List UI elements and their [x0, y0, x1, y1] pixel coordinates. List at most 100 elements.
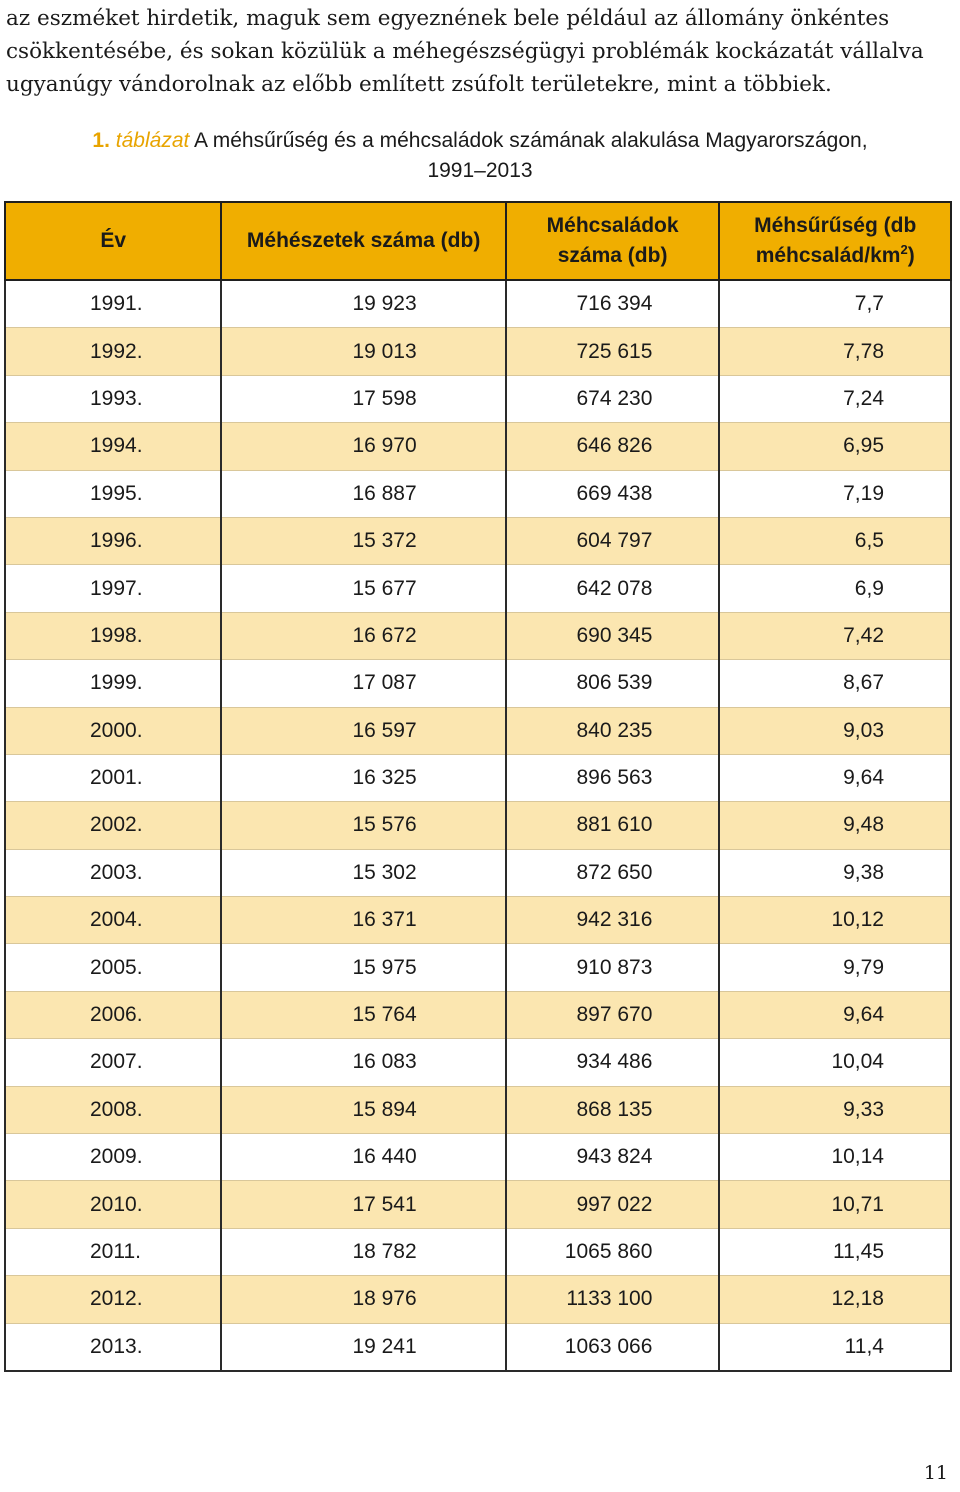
cell-year: 1993. — [3, 374, 223, 423]
cell-year: 2005. — [3, 943, 223, 992]
cell-density: 6,95 — [718, 422, 952, 471]
cell-colonies: 943 824 — [504, 1133, 721, 1181]
table-row: 2006. 15 764 897 670 9,64 — [3, 990, 952, 1039]
cell-year: 2008. — [3, 1085, 223, 1134]
cell-colonies: 1065 860 — [504, 1227, 721, 1276]
cell-apiaries: 16 371 — [220, 896, 507, 944]
table-row: 1997. 15 677 642 078 6,9 — [3, 564, 952, 613]
cell-density: 6,5 — [718, 516, 952, 565]
cell-year: 1998. — [3, 611, 223, 660]
cell-colonies: 997 022 — [504, 1180, 721, 1229]
cell-apiaries: 15 372 — [220, 516, 507, 565]
cell-density: 9,64 — [718, 753, 952, 802]
cell-density: 9,33 — [718, 1085, 952, 1134]
cell-apiaries: 19 013 — [220, 327, 507, 376]
table-row: 2002. 15 576 881 610 9,48 — [3, 801, 952, 850]
cell-colonies: 646 826 — [504, 422, 721, 471]
cell-apiaries: 16 325 — [220, 753, 507, 802]
cell-density: 10,71 — [718, 1180, 952, 1229]
cell-year: 1995. — [3, 469, 223, 518]
cell-colonies: 1133 100 — [504, 1275, 721, 1324]
table-row: 1993. 17 598 674 230 7,24 — [3, 374, 952, 423]
table-row: 2007. 16 083 934 486 10,04 — [3, 1038, 952, 1087]
cell-colonies: 872 650 — [504, 848, 721, 897]
intro-line: ugyanúgy vándorolnak az előbb említett z… — [6, 72, 832, 97]
beekeeping-table: Év Méhészetek száma (db) Méhcsaládok szá… — [3, 201, 952, 1372]
cell-apiaries: 17 087 — [220, 659, 507, 708]
cell-density: 10,14 — [718, 1133, 952, 1181]
cell-apiaries: 18 782 — [220, 1227, 507, 1276]
cell-year: 2003. — [3, 848, 223, 897]
cell-year: 2012. — [3, 1275, 223, 1324]
cell-year: 2000. — [3, 706, 223, 755]
cell-apiaries: 16 083 — [220, 1038, 507, 1087]
cell-year: 2011. — [3, 1227, 223, 1276]
cell-apiaries: 15 894 — [220, 1085, 507, 1134]
cell-apiaries: 17 541 — [220, 1180, 507, 1229]
table-caption: 1. táblázat A méhsűrűség és a méhcsaládo… — [20, 126, 940, 186]
cell-year: 2006. — [3, 990, 223, 1039]
cell-density: 7,42 — [718, 611, 952, 660]
cell-density: 11,4 — [718, 1322, 952, 1372]
header-density-sup: 2 — [900, 242, 908, 257]
table-row: 2005. 15 975 910 873 9,79 — [3, 943, 952, 992]
cell-colonies: 934 486 — [504, 1038, 721, 1087]
table-row: 2001. 16 325 896 563 9,64 — [3, 753, 952, 802]
cell-year: 1997. — [3, 564, 223, 613]
cell-density: 9,79 — [718, 943, 952, 992]
header-year: Év — [3, 201, 223, 281]
cell-colonies: 642 078 — [504, 564, 721, 613]
cell-year: 2004. — [3, 896, 223, 944]
cell-apiaries: 15 764 — [220, 990, 507, 1039]
table-row: 1991. 19 923 716 394 7,7 — [3, 279, 952, 328]
table-body: 1991. 19 923 716 394 7,7 1992. 19 013 725 615 7… — [3, 279, 952, 1372]
table-row: 2013. 19 241 1063 066 11,4 — [3, 1322, 952, 1372]
cell-year: 1992. — [3, 327, 223, 376]
cell-colonies: 881 610 — [504, 801, 721, 850]
caption-number: 1. — [92, 129, 110, 152]
cell-density: 7,78 — [718, 327, 952, 376]
cell-density: 11,45 — [718, 1227, 952, 1276]
cell-year: 1999. — [3, 659, 223, 708]
cell-apiaries: 16 887 — [220, 469, 507, 518]
caption-label: táblázat — [115, 129, 190, 152]
header-density-text: Méhsűrűség (db méhcsalád/km — [754, 214, 917, 267]
caption-period: 1991–2013 — [427, 159, 533, 182]
cell-colonies: 604 797 — [504, 516, 721, 565]
cell-year: 2002. — [3, 801, 223, 850]
intro-line: az eszméket hirdetik, maguk sem egyeznén… — [6, 6, 890, 31]
table-row: 2010. 17 541 997 022 10,71 — [3, 1180, 952, 1229]
cell-colonies: 868 135 — [504, 1085, 721, 1134]
cell-density: 9,64 — [718, 990, 952, 1039]
header-density-close: ) — [907, 244, 915, 267]
cell-apiaries: 19 923 — [220, 279, 507, 328]
table-row: 1994. 16 970 646 826 6,95 — [3, 422, 952, 471]
cell-apiaries: 15 576 — [220, 801, 507, 850]
header-colonies: Méhcsaládok száma (db) — [504, 201, 721, 281]
cell-colonies: 896 563 — [504, 753, 721, 802]
table-row: 2000. 16 597 840 235 9,03 — [3, 706, 952, 755]
cell-apiaries: 15 677 — [220, 564, 507, 613]
table-row: 2011. 18 782 1065 860 11,45 — [3, 1227, 952, 1276]
table-row: 2003. 15 302 872 650 9,38 — [3, 848, 952, 897]
cell-density: 10,12 — [718, 896, 952, 944]
cell-year: 1996. — [3, 516, 223, 565]
cell-year: 2013. — [3, 1322, 223, 1372]
cell-apiaries: 19 241 — [220, 1322, 507, 1372]
table-header-row: Év Méhészetek száma (db) Méhcsaládok szá… — [3, 201, 952, 281]
header-density: Méhsűrűség (db méhcsalád/km2) — [718, 201, 952, 281]
table-row: 1995. 16 887 669 438 7,19 — [3, 469, 952, 518]
cell-density: 7,19 — [718, 469, 952, 518]
cell-density: 6,9 — [718, 564, 952, 613]
cell-colonies: 716 394 — [504, 279, 721, 328]
cell-colonies: 725 615 — [504, 327, 721, 376]
cell-apiaries: 15 302 — [220, 848, 507, 897]
table-row: 1992. 19 013 725 615 7,78 — [3, 327, 952, 376]
cell-colonies: 669 438 — [504, 469, 721, 518]
cell-apiaries: 16 597 — [220, 706, 507, 755]
cell-density: 12,18 — [718, 1275, 952, 1324]
cell-apiaries: 15 975 — [220, 943, 507, 992]
intro-line: csökkentésébe, és sokan közülük a méhegé… — [6, 39, 924, 64]
cell-colonies: 942 316 — [504, 896, 721, 944]
cell-density: 9,38 — [718, 848, 952, 897]
